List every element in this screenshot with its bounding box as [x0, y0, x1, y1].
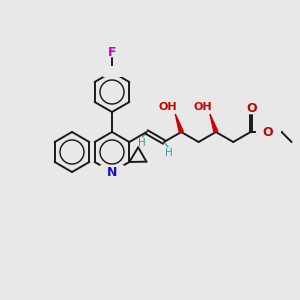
- Text: H: H: [165, 148, 173, 158]
- Text: O: O: [262, 125, 273, 139]
- Polygon shape: [210, 114, 218, 133]
- Text: H: H: [138, 138, 146, 148]
- Polygon shape: [175, 114, 183, 133]
- Text: O: O: [246, 101, 257, 115]
- Text: F: F: [108, 46, 116, 59]
- Text: OH: OH: [194, 102, 212, 112]
- Text: OH: OH: [159, 102, 178, 112]
- Text: N: N: [107, 166, 117, 178]
